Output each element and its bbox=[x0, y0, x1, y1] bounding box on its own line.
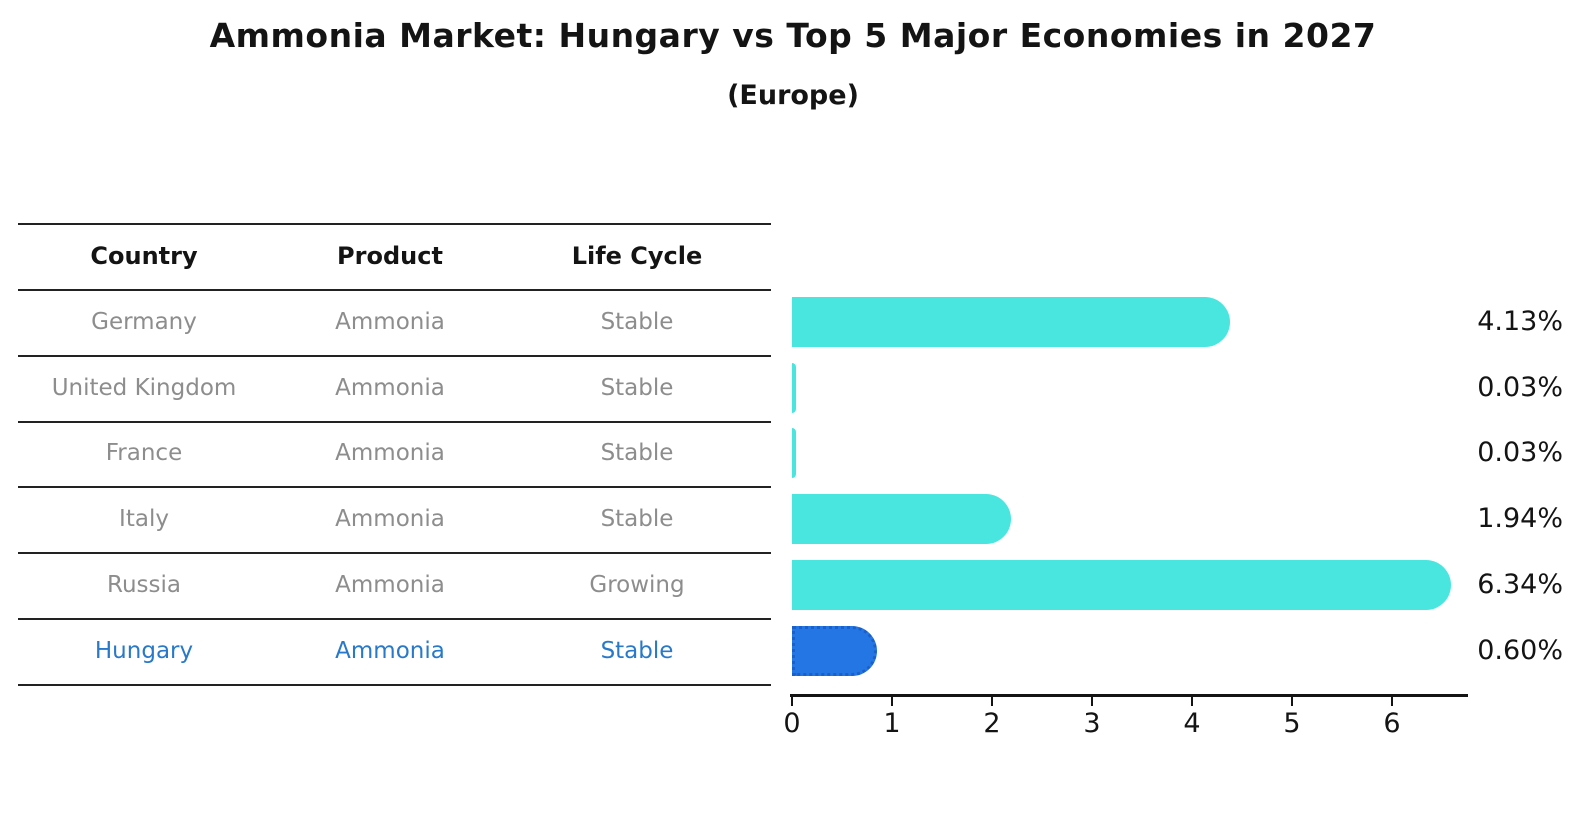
column-header-country: Country bbox=[90, 242, 198, 270]
x-axis-tick-label: 1 bbox=[883, 708, 901, 739]
x-axis-tick bbox=[791, 697, 793, 706]
product-cell: Ammonia bbox=[335, 506, 445, 532]
life-cycle-cell: Growing bbox=[589, 572, 685, 598]
product-cell: Ammonia bbox=[335, 440, 445, 466]
country-cell: France bbox=[105, 440, 183, 466]
x-axis-tick-label: 2 bbox=[983, 708, 1001, 739]
x-axis-tick bbox=[1391, 697, 1393, 706]
life-cycle-cell: Stable bbox=[600, 506, 674, 532]
country-cell: Germany bbox=[91, 309, 197, 335]
table-divider bbox=[18, 618, 771, 620]
bar-france bbox=[792, 428, 796, 478]
product-cell: Ammonia bbox=[335, 638, 445, 664]
x-axis-line bbox=[790, 694, 1468, 697]
value-label-hungary: 0.60% bbox=[1477, 635, 1563, 666]
x-axis-tick-label: 5 bbox=[1283, 708, 1301, 739]
bar-italy bbox=[792, 494, 1011, 544]
country-cell: Hungary bbox=[94, 638, 194, 664]
x-axis-tick-label: 3 bbox=[1083, 708, 1101, 739]
life-cycle-cell: Stable bbox=[600, 638, 674, 664]
table-divider bbox=[18, 355, 771, 357]
value-label-russia: 6.34% bbox=[1477, 569, 1563, 600]
bar-united-kingdom bbox=[792, 363, 796, 413]
product-cell: Ammonia bbox=[335, 572, 445, 598]
value-label-france: 0.03% bbox=[1477, 437, 1563, 468]
table-divider bbox=[18, 223, 771, 225]
life-cycle-cell: Stable bbox=[600, 375, 674, 401]
chart-subtitle: (Europe) bbox=[727, 80, 859, 111]
x-axis-tick-label: 6 bbox=[1383, 708, 1401, 739]
bar-hungary bbox=[792, 626, 877, 676]
product-cell: Ammonia bbox=[335, 375, 445, 401]
country-cell: Italy bbox=[119, 506, 169, 532]
table-divider bbox=[18, 289, 771, 291]
bar-russia bbox=[792, 560, 1451, 610]
x-axis-tick bbox=[1091, 697, 1093, 706]
country-cell: United Kingdom bbox=[51, 375, 237, 401]
value-label-italy: 1.94% bbox=[1477, 503, 1563, 534]
x-axis-tick bbox=[1291, 697, 1293, 706]
table-divider bbox=[18, 486, 771, 488]
country-cell: Russia bbox=[107, 572, 181, 598]
life-cycle-cell: Stable bbox=[600, 440, 674, 466]
x-axis-tick-label: 4 bbox=[1183, 708, 1201, 739]
x-axis-tick bbox=[891, 697, 893, 706]
product-cell: Ammonia bbox=[335, 309, 445, 335]
x-axis-tick bbox=[1191, 697, 1193, 706]
table-divider bbox=[18, 421, 771, 423]
bar-germany bbox=[792, 297, 1230, 347]
column-header-life-cycle: Life Cycle bbox=[571, 242, 703, 270]
value-label-germany: 4.13% bbox=[1477, 306, 1563, 337]
x-axis-tick-label: 0 bbox=[783, 708, 801, 739]
life-cycle-cell: Stable bbox=[600, 309, 674, 335]
chart-title: Ammonia Market: Hungary vs Top 5 Major E… bbox=[209, 16, 1377, 55]
table-divider bbox=[18, 684, 771, 686]
x-axis-tick bbox=[991, 697, 993, 706]
value-label-united-kingdom: 0.03% bbox=[1477, 372, 1563, 403]
column-header-product: Product bbox=[337, 242, 443, 270]
table-divider bbox=[18, 552, 771, 554]
